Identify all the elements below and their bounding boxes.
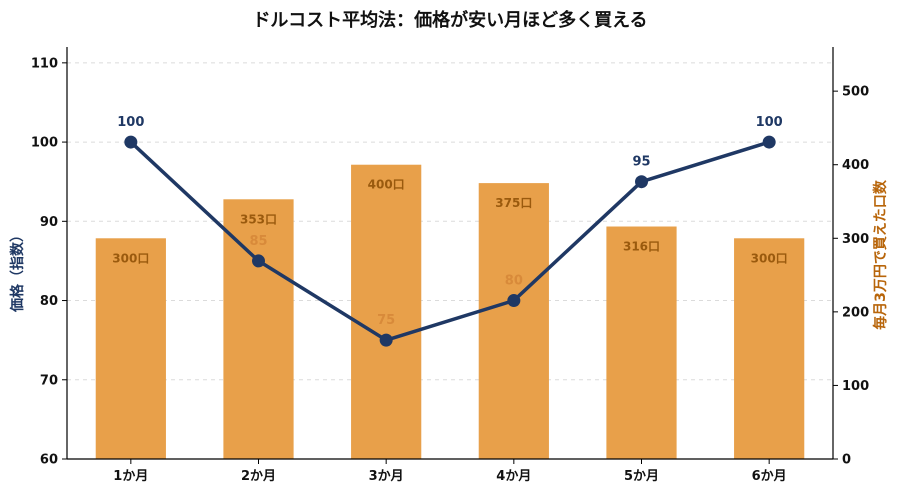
bar-label: 300口 <box>112 251 149 265</box>
right-axis-title: 毎月3万円で買えた口数 <box>872 179 889 330</box>
left-tick-label: 100 <box>31 136 58 151</box>
x-tick-label: 3か月 <box>369 469 404 484</box>
left-tick-label: 110 <box>31 56 58 71</box>
price-label: 80 <box>505 274 523 289</box>
bar <box>95 238 166 459</box>
chart-title: ドルコスト平均法：価格が安い月ほど多く買える <box>252 9 647 31</box>
price-point <box>124 135 138 149</box>
price-line <box>129 140 770 342</box>
right-tick-label: 500 <box>842 85 869 100</box>
price-label: 75 <box>377 313 395 328</box>
line-layer: 100 85 75 80 95 100 <box>117 115 783 347</box>
x-tick-label: 2か月 <box>241 469 276 484</box>
price-label: 95 <box>632 155 650 170</box>
right-tick-label: 200 <box>842 305 869 320</box>
x-tick-label: 4か月 <box>496 469 531 484</box>
x-tick-label: 1か月 <box>113 469 148 484</box>
bar-label: 375口 <box>495 196 532 210</box>
right-tick-label: 300 <box>842 232 869 247</box>
price-label: 85 <box>249 234 267 249</box>
price-label: 100 <box>756 115 783 130</box>
left-tick-label: 80 <box>40 294 58 309</box>
bar-label: 316口 <box>623 240 660 254</box>
right-tick-label: 100 <box>842 379 869 394</box>
price-point <box>762 135 776 149</box>
price-point <box>379 333 393 347</box>
price-point <box>252 254 265 268</box>
axes-layer <box>66 47 834 460</box>
bar <box>223 199 294 460</box>
bar-label: 400口 <box>368 178 405 192</box>
bar <box>606 226 677 459</box>
price-point <box>635 175 648 189</box>
bar <box>351 164 422 459</box>
left-axis-title: 価格（指数） <box>9 228 26 313</box>
bar-label: 353口 <box>240 212 277 226</box>
price-point <box>507 294 521 308</box>
left-tick-label: 90 <box>40 215 58 230</box>
bar <box>478 183 549 459</box>
right-tick-label: 400 <box>842 158 869 173</box>
bar <box>734 238 805 459</box>
bars-layer: 300口 353口 400口 375口 316口 300口 <box>95 164 805 460</box>
x-tick-label: 6か月 <box>752 469 787 484</box>
x-tick-label: 5か月 <box>624 469 659 484</box>
left-tick-label: 60 <box>40 453 58 468</box>
left-tick-label: 70 <box>40 373 58 388</box>
ticks-layer: 60 70 80 90 100 110 0 100 200 300 400 500 1か月 2か月 3か月 4… <box>31 56 869 484</box>
price-label: 100 <box>117 115 144 130</box>
right-tick-label: 0 <box>842 453 851 468</box>
bar-label: 300口 <box>751 251 788 265</box>
grid-layer <box>67 62 833 381</box>
